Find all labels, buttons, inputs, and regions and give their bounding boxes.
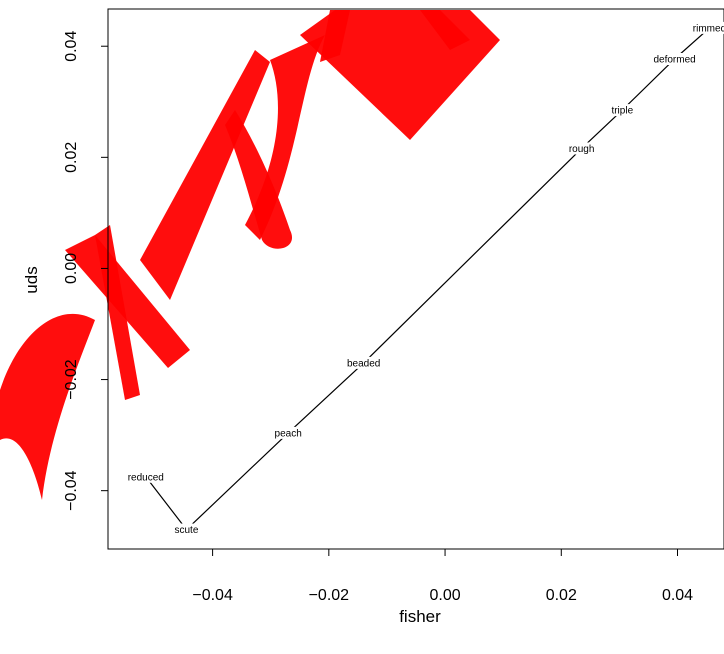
point-label-peach: peach <box>273 426 304 439</box>
y-axis: −0.04 −0.02 0.00 0.02 0.04 <box>63 31 108 511</box>
point-label-text: peach <box>275 428 302 439</box>
point-label-background <box>171 523 202 536</box>
watermark-stroke-4 <box>225 110 293 249</box>
x-axis: −0.04 −0.02 0.00 0.02 0.04 <box>192 549 693 604</box>
y-axis-title: uds <box>22 266 41 293</box>
series-line-group <box>145 27 710 531</box>
watermark-stroke-3 <box>140 50 270 300</box>
point-label-background <box>604 104 641 117</box>
x-tick-label: 0.02 <box>546 587 577 604</box>
x-tick-label: −0.04 <box>192 587 233 604</box>
point-label-background <box>651 53 699 65</box>
point-label-reduced: reduced <box>125 470 167 483</box>
point-label-triple: triple <box>604 104 641 117</box>
point-labels: reduced scute peach beaded rough triple deform… <box>125 21 724 536</box>
x-tick-label: −0.02 <box>309 587 350 604</box>
watermark-stroke-5 <box>245 35 325 240</box>
x-tick-label: 0.00 <box>429 587 460 604</box>
watermark-stroke-8 <box>420 10 470 50</box>
watermark <box>0 10 500 500</box>
point-label-text: rough <box>569 144 595 155</box>
point-label-rimmed: rimmed <box>691 21 724 34</box>
watermark-stroke-0 <box>0 313 95 500</box>
watermark-stroke-7 <box>320 10 350 62</box>
watermark-stroke-1 <box>65 235 190 368</box>
point-label-text: reduced <box>128 472 164 483</box>
x-tick-label: 0.04 <box>662 587 693 604</box>
point-label-text: beaded <box>347 358 380 369</box>
point-label-background <box>345 356 382 369</box>
point-label-scute: scute <box>171 523 202 536</box>
point-label-rough: rough <box>566 142 597 155</box>
y-tick-label: 0.04 <box>63 31 80 62</box>
point-label-deformed: deformed <box>651 53 699 66</box>
x-axis-title: fisher <box>399 607 441 626</box>
point-label-background <box>691 21 724 34</box>
y-tick-label: −0.04 <box>63 470 80 511</box>
y-tick-label: 0.02 <box>63 142 80 173</box>
point-label-background <box>125 470 167 483</box>
y-tick-label: 0.00 <box>63 253 80 284</box>
point-label-text: scute <box>174 525 198 536</box>
plot-frame <box>107 8 724 550</box>
point-label-text: rimmed <box>693 23 724 34</box>
point-label-text: triple <box>611 106 633 117</box>
point-label-background <box>273 426 304 439</box>
point-label-text: deformed <box>653 55 695 66</box>
series-line <box>145 27 710 531</box>
point-label-background <box>566 142 597 155</box>
point-label-beaded: beaded <box>345 356 382 369</box>
y-tick-label: −0.02 <box>63 359 80 400</box>
